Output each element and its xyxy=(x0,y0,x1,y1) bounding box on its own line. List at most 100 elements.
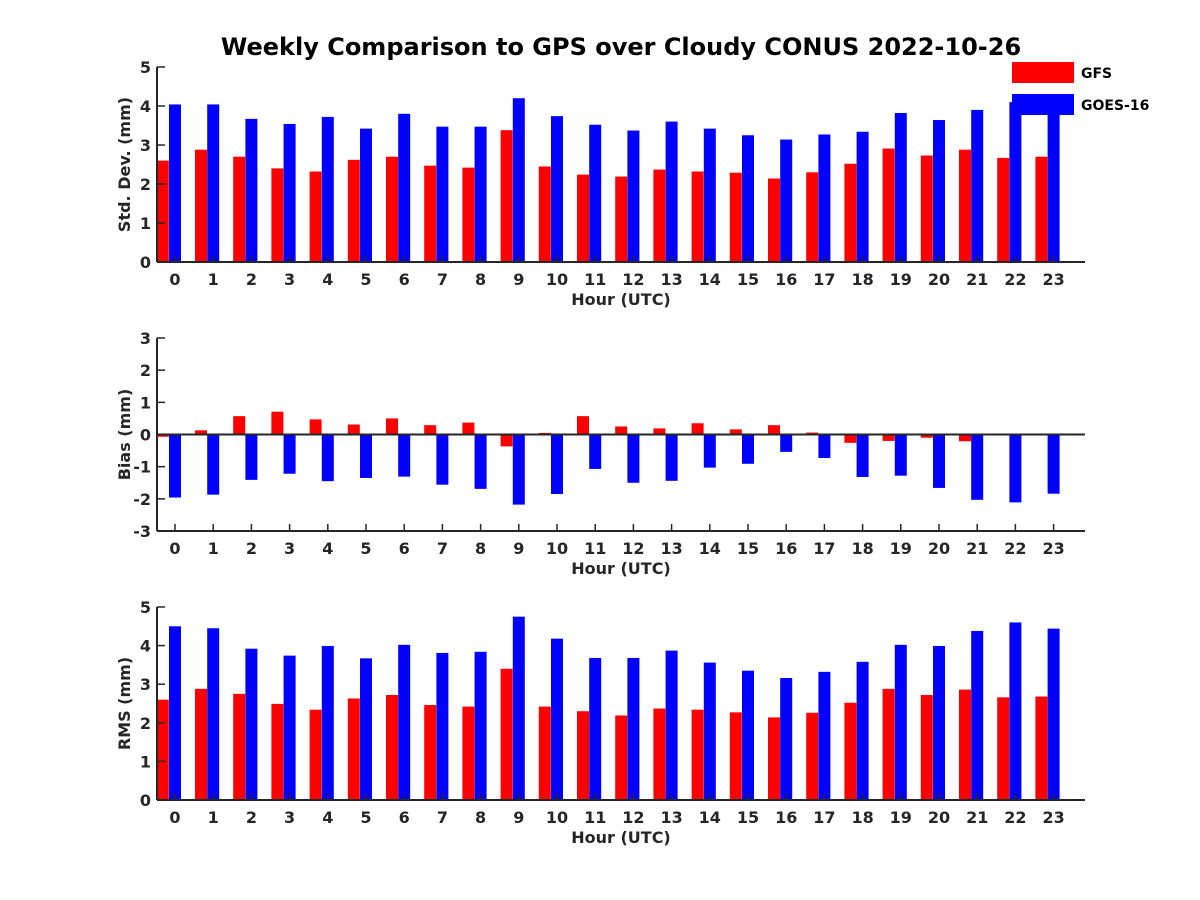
x-tick-label: 6 xyxy=(399,808,410,827)
bar-gfs-hour-23 xyxy=(1035,156,1048,262)
bar-gfs-hour-20 xyxy=(920,155,933,262)
x-tick-label: 17 xyxy=(813,539,835,558)
bar-gfs-hour-14 xyxy=(691,709,704,800)
bar-gfs-hour-11 xyxy=(577,711,589,800)
bar-gfs-hour-5 xyxy=(347,159,360,262)
bar-gfs-hour-12 xyxy=(615,426,628,435)
x-tick-label: 5 xyxy=(360,270,371,289)
y-tick-label: -1 xyxy=(133,458,151,477)
x-tick-label: 19 xyxy=(890,808,912,827)
bar-goes-16-hour-21 xyxy=(971,630,984,800)
x-tick-label: 1 xyxy=(208,539,219,558)
bar-goes-16-hour-22 xyxy=(1009,102,1022,262)
x-tick-label: 2 xyxy=(246,270,257,289)
x-tick-label: 16 xyxy=(775,270,797,289)
x-tick-label: 12 xyxy=(622,808,644,827)
bar-goes-16-hour-10 xyxy=(551,116,563,262)
x-tick-label: 0 xyxy=(169,270,180,289)
bar-gfs-hour-12 xyxy=(615,176,628,262)
bar-gfs-hour-0 xyxy=(156,434,169,437)
x-tick-label: 2 xyxy=(246,808,257,827)
bar-goes-16-hour-11 xyxy=(589,124,602,262)
bar-gfs-hour-13 xyxy=(653,428,666,435)
x-tick-label: 22 xyxy=(1004,808,1026,827)
x-tick-label: 5 xyxy=(360,539,371,558)
bar-goes-16-hour-17 xyxy=(818,134,831,262)
bar-gfs-hour-6 xyxy=(386,695,398,800)
bar-gfs-hour-3 xyxy=(271,168,284,262)
bar-gfs-hour-3 xyxy=(271,703,284,800)
bar-gfs-hour-22 xyxy=(997,697,1010,800)
x-tick-label: 14 xyxy=(699,270,721,289)
bar-goes-16-hour-13 xyxy=(665,650,678,800)
bar-goes-16-hour-7 xyxy=(436,126,449,262)
x-tick-label: 13 xyxy=(660,270,682,289)
bar-gfs-hour-20 xyxy=(920,695,933,800)
x-tick-label: 21 xyxy=(966,539,988,558)
x-tick-label: 12 xyxy=(622,270,644,289)
x-tick-label: 6 xyxy=(399,539,410,558)
bar-goes-16-hour-7 xyxy=(436,434,449,485)
x-tick-label: 1 xyxy=(208,808,219,827)
bar-gfs-hour-9 xyxy=(500,434,513,447)
bar-gfs-hour-1 xyxy=(195,430,207,435)
bar-gfs-hour-4 xyxy=(309,171,322,262)
x-tick-label: 19 xyxy=(890,270,912,289)
x-tick-label: 21 xyxy=(966,808,988,827)
bar-goes-16-hour-15 xyxy=(742,670,754,800)
y-tick-label: 0 xyxy=(140,426,151,445)
bar-gfs-hour-7 xyxy=(424,425,437,435)
bar-gfs-hour-13 xyxy=(653,708,666,800)
bar-gfs-hour-18 xyxy=(844,434,857,443)
x-tick-label: 17 xyxy=(813,808,835,827)
bar-goes-16-hour-6 xyxy=(398,644,411,800)
y-tick-label: 0 xyxy=(140,791,151,810)
bar-goes-16-hour-12 xyxy=(627,130,640,262)
x-tick-label: 21 xyxy=(966,270,988,289)
bar-goes-16-hour-9 xyxy=(512,98,525,262)
y-axis-label: Std. Dev. (mm) xyxy=(115,97,134,232)
legend-swatch-goes-16 xyxy=(1012,94,1074,115)
bar-goes-16-hour-5 xyxy=(360,434,372,478)
bar-goes-16-hour-5 xyxy=(360,128,372,262)
bar-goes-16-hour-8 xyxy=(474,434,487,489)
bar-goes-16-hour-5 xyxy=(360,658,372,800)
bar-goes-16-hour-18 xyxy=(856,661,869,800)
x-tick-label: 22 xyxy=(1004,270,1026,289)
bar-goes-16-hour-17 xyxy=(818,671,831,800)
y-tick-label: 3 xyxy=(140,675,151,694)
bar-goes-16-hour-21 xyxy=(971,109,984,263)
bar-goes-16-hour-19 xyxy=(894,434,907,476)
x-tick-label: 7 xyxy=(437,539,448,558)
y-tick-label: 1 xyxy=(140,214,151,233)
bar-goes-16-hour-3 xyxy=(283,434,296,474)
y-tick-label: 5 xyxy=(140,598,151,617)
bar-gfs-hour-18 xyxy=(844,702,857,800)
bar-gfs-hour-2 xyxy=(233,693,246,800)
bar-gfs-hour-19 xyxy=(882,148,895,262)
x-tick-label: 0 xyxy=(169,808,180,827)
bar-goes-16-hour-4 xyxy=(321,116,334,262)
x-tick-label: 18 xyxy=(851,539,873,558)
x-tick-label: 14 xyxy=(699,808,721,827)
x-tick-label: 18 xyxy=(851,270,873,289)
bar-goes-16-hour-16 xyxy=(780,434,793,452)
x-tick-label: 9 xyxy=(513,270,524,289)
y-tick-label: 0 xyxy=(140,253,151,272)
bar-gfs-hour-7 xyxy=(424,705,437,800)
y-tick-label: 2 xyxy=(140,361,151,380)
bar-gfs-hour-15 xyxy=(729,712,742,800)
x-tick-label: 9 xyxy=(513,808,524,827)
bar-gfs-hour-10 xyxy=(538,706,551,800)
bar-gfs-hour-16 xyxy=(768,717,780,800)
bar-goes-16-hour-9 xyxy=(512,434,525,505)
x-tick-label: 20 xyxy=(928,539,950,558)
bar-goes-16-hour-18 xyxy=(856,434,869,477)
bar-gfs-hour-4 xyxy=(309,709,322,800)
x-axis-label: Hour (UTC) xyxy=(571,559,671,578)
bar-goes-16-hour-4 xyxy=(321,645,334,800)
y-tick-label: 5 xyxy=(140,58,151,77)
bar-gfs-hour-1 xyxy=(195,149,207,262)
y-tick-label: -3 xyxy=(133,522,151,541)
